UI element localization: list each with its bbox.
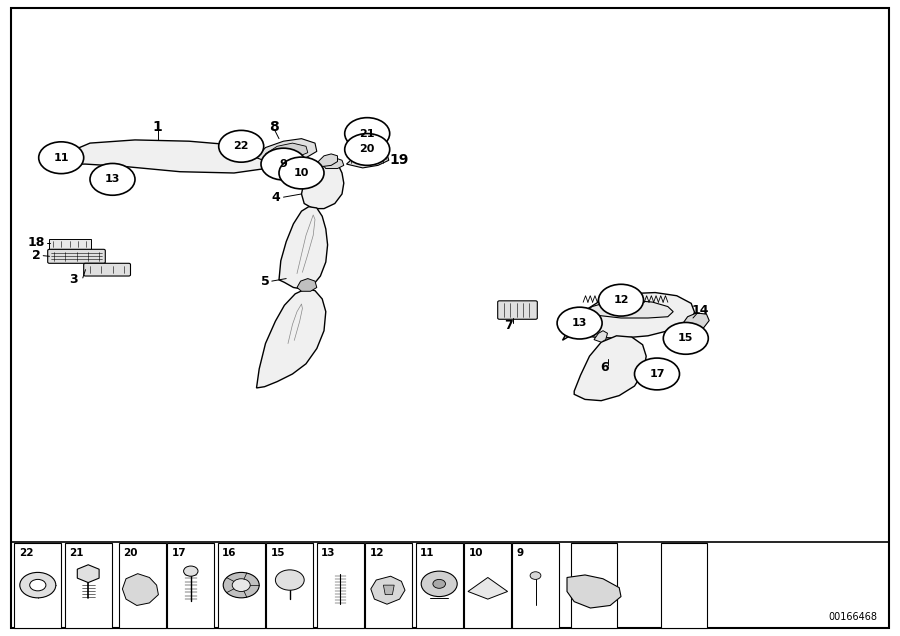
Bar [65,543,112,628]
Polygon shape [583,300,673,318]
Circle shape [557,307,602,339]
Text: 2: 2 [32,249,40,262]
Bar [218,543,265,628]
Text: 13: 13 [104,174,121,184]
Text: 19: 19 [390,153,410,167]
Circle shape [598,284,644,316]
Circle shape [421,571,457,597]
Circle shape [345,118,390,149]
Text: 3: 3 [69,273,78,286]
Circle shape [530,572,541,579]
Circle shape [90,163,135,195]
Bar [571,543,617,628]
Bar [167,543,214,628]
Polygon shape [302,163,344,209]
Text: 21: 21 [69,548,84,558]
Text: 10: 10 [469,548,483,558]
FancyBboxPatch shape [498,301,537,319]
Text: 12: 12 [370,548,384,558]
Circle shape [275,570,304,590]
Polygon shape [562,293,695,340]
Text: 21: 21 [359,128,375,139]
Polygon shape [594,331,608,342]
Bar [661,543,707,628]
Circle shape [433,579,446,588]
FancyBboxPatch shape [84,263,130,276]
Bar [119,543,166,628]
Circle shape [223,572,259,598]
Bar [14,543,61,628]
FancyBboxPatch shape [49,239,91,249]
Circle shape [634,358,680,390]
Polygon shape [383,585,394,595]
Text: 10: 10 [293,168,310,178]
Polygon shape [256,139,317,162]
Circle shape [345,134,390,165]
Text: 13: 13 [572,318,588,328]
Polygon shape [266,143,308,159]
Text: 8: 8 [270,120,279,134]
Text: 12: 12 [613,295,629,305]
Text: 22: 22 [19,548,33,558]
Bar [416,543,463,628]
Circle shape [30,579,46,591]
Text: 18: 18 [27,237,45,249]
Polygon shape [346,151,389,168]
Bar [317,543,364,628]
Polygon shape [371,576,405,604]
Circle shape [261,148,306,180]
Circle shape [39,142,84,174]
Bar [512,543,559,628]
Circle shape [184,566,198,576]
Text: 14: 14 [691,304,709,317]
Circle shape [219,130,264,162]
Circle shape [663,322,708,354]
Polygon shape [315,154,338,167]
Text: 13: 13 [321,548,336,558]
Text: 11: 11 [420,548,435,558]
Bar [266,543,313,628]
Text: 4: 4 [272,191,281,204]
Text: 16: 16 [222,548,237,558]
Polygon shape [77,565,99,583]
Text: 20: 20 [359,144,375,155]
Text: 7: 7 [504,319,513,332]
Bar [365,543,412,628]
Text: 17: 17 [172,548,186,558]
Polygon shape [567,575,621,608]
Text: 17: 17 [649,369,665,379]
Polygon shape [122,574,158,605]
Circle shape [279,157,324,189]
Polygon shape [297,279,317,291]
Text: 00166468: 00166468 [829,612,878,622]
Polygon shape [574,336,646,401]
Polygon shape [322,158,344,169]
Polygon shape [682,313,709,331]
Text: 6: 6 [600,361,609,374]
Text: 9: 9 [280,159,287,169]
Text: 5: 5 [261,275,270,287]
Text: 15: 15 [271,548,285,558]
Text: 1: 1 [153,120,162,134]
Polygon shape [54,140,274,173]
Text: 15: 15 [678,333,694,343]
Circle shape [20,572,56,598]
FancyBboxPatch shape [48,249,105,263]
Bar [464,543,511,628]
Text: 11: 11 [53,153,69,163]
Text: 22: 22 [233,141,249,151]
Circle shape [232,579,250,591]
Text: 20: 20 [123,548,138,558]
Text: 9: 9 [517,548,524,558]
Polygon shape [468,577,508,599]
Polygon shape [256,289,326,388]
Polygon shape [279,207,328,289]
